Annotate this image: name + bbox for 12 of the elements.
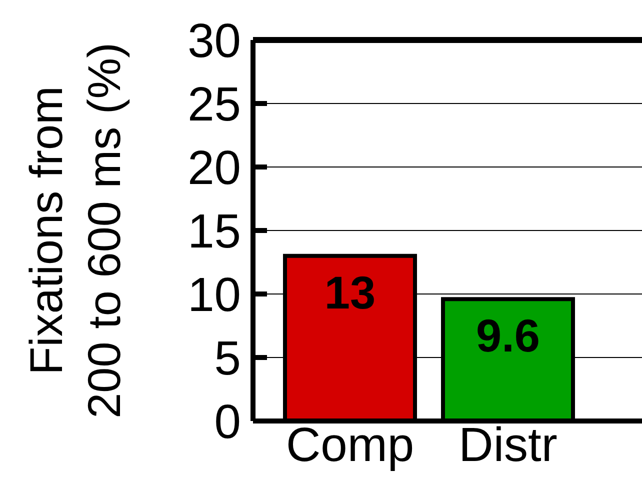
- data-label: 9.6: [476, 310, 540, 362]
- x-tick-label: Distr: [458, 419, 558, 472]
- x-tick-label: Comp: [286, 419, 414, 472]
- y-tick-label: 20: [188, 142, 241, 195]
- data-label: 13: [324, 266, 376, 319]
- y-tick-label: 5: [214, 332, 241, 386]
- y-tick-label: 25: [188, 78, 241, 132]
- y-tick-label: 15: [188, 206, 241, 258]
- y-tick-label: 0: [214, 396, 241, 449]
- y-tick-label: 10: [188, 269, 241, 322]
- y-axis-title: Fixations from 200 to 600 ms (%): [20, 42, 130, 418]
- y-tick-label: 30: [188, 15, 241, 68]
